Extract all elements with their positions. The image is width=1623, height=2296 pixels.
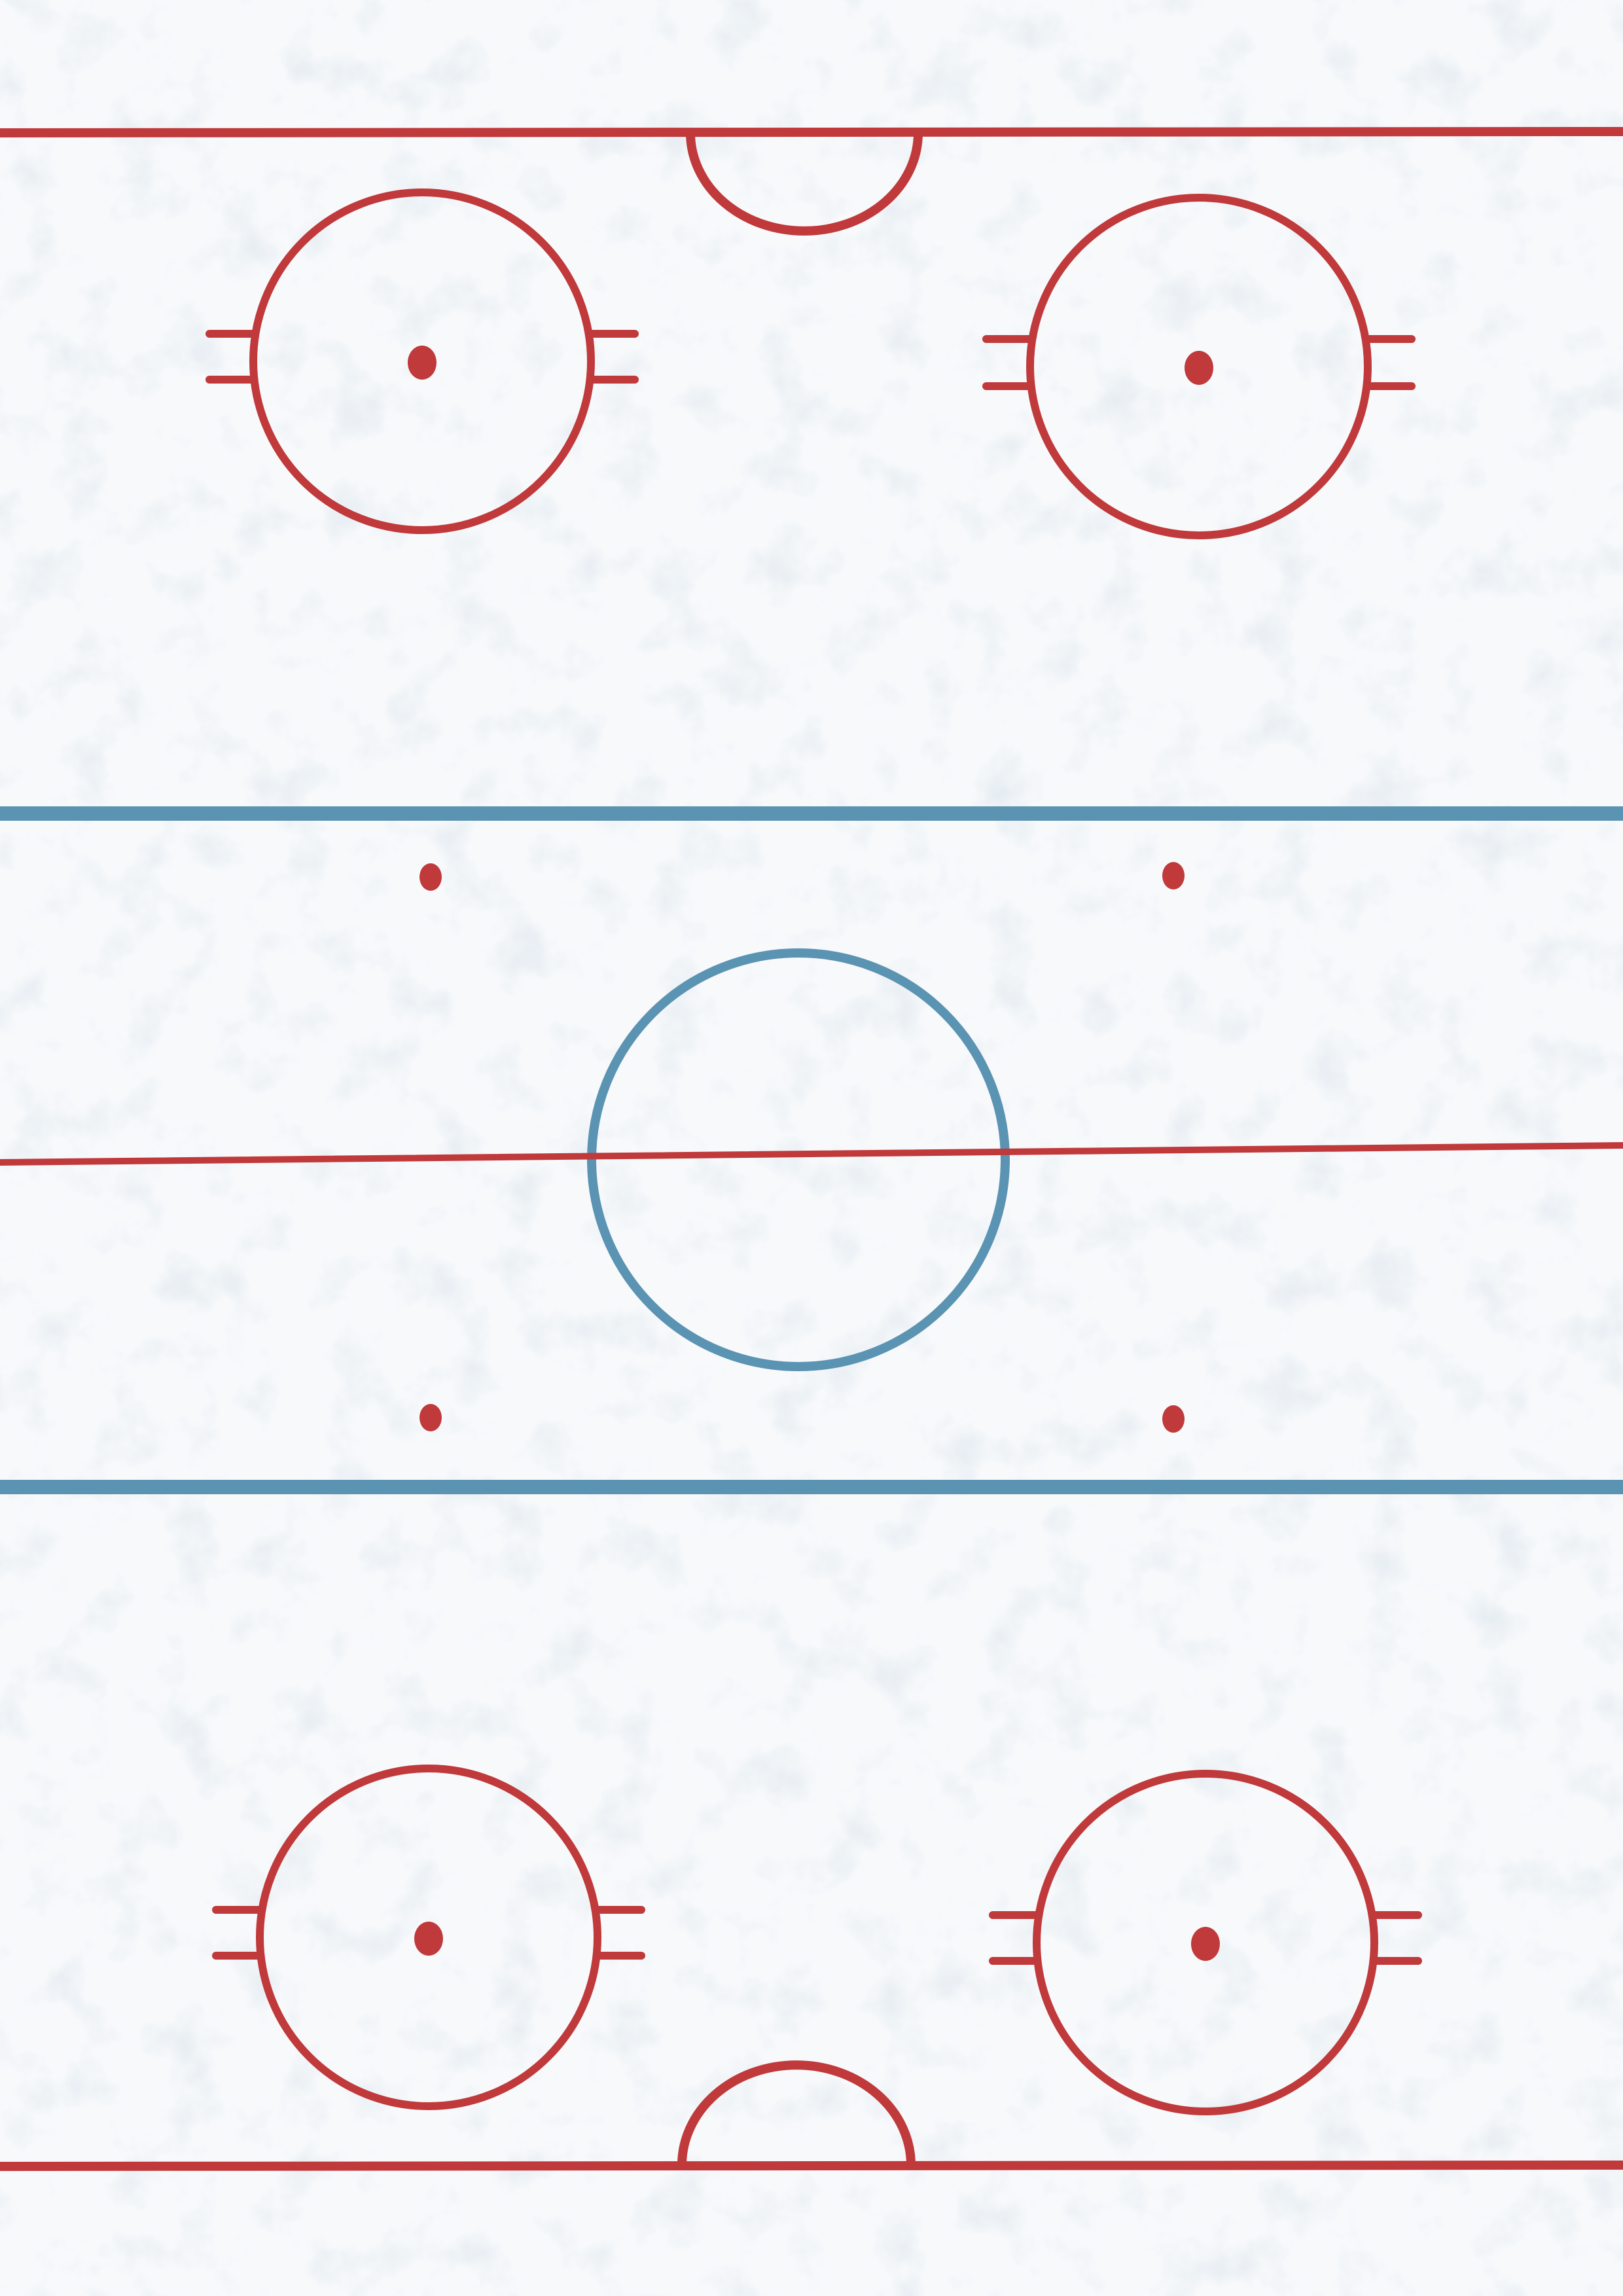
neutral-zone-dot-top-left	[419, 863, 442, 891]
neutral-zone-dot-bottom-right	[1162, 1405, 1185, 1433]
faceoff-dot-bottom-left	[414, 1922, 443, 1956]
faceoff-dot-bottom-right	[1191, 1927, 1220, 1961]
center-red-line	[0, 1142, 1623, 1166]
center-faceoff-circle	[587, 948, 1010, 1371]
top-goal-line	[0, 127, 1623, 137]
bottom-goal-crease	[677, 2060, 916, 2170]
faceoff-circle-top-right	[982, 194, 1416, 539]
faceoff-circle-top-left	[205, 188, 639, 534]
neutral-zone-dot-bottom-left	[419, 1404, 442, 1431]
top-goal-crease	[686, 128, 923, 236]
faceoff-circle-bottom-left	[212, 1765, 645, 2110]
faceoff-dot-top-left	[408, 346, 437, 380]
faceoff-dot-top-right	[1185, 351, 1213, 385]
neutral-zone-dot-top-right	[1162, 862, 1185, 889]
bottom-goal-line	[0, 2161, 1623, 2171]
faceoff-circle-bottom-right	[989, 1770, 1422, 2115]
